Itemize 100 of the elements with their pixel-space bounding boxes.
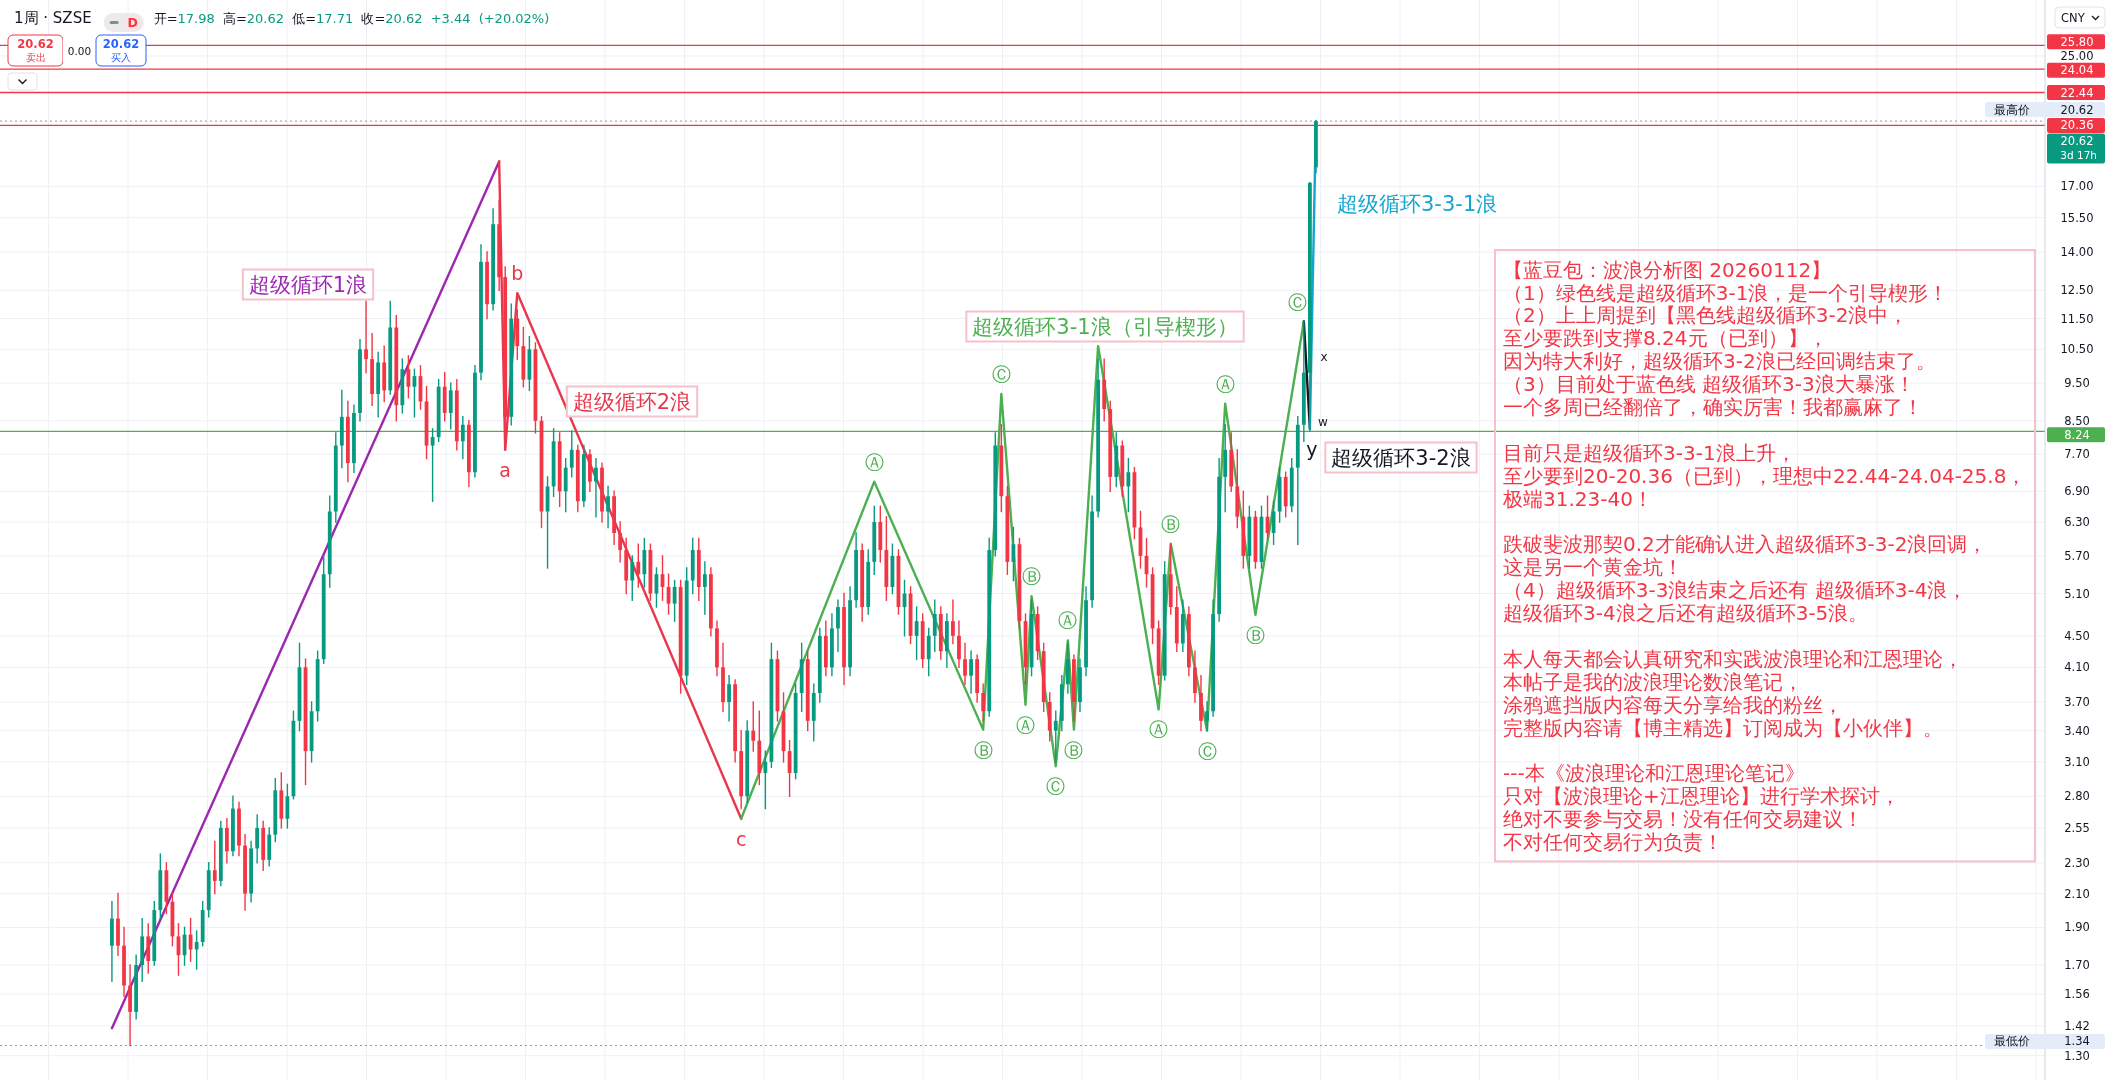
candlestick (932, 599, 937, 652)
text: 开=17.98 高=20.62 低=17.71 收=20.62 +3.44 (+20.02%) (153, 11, 550, 26)
annotation: ---本《波浪理论和江恩理论笔记》 (1503, 761, 1805, 786)
candlestick (1126, 457, 1131, 513)
candlestick (569, 430, 574, 478)
data-label: Ⓑ (1064, 738, 1084, 761)
y-tick-label: 1.90 (2064, 920, 2090, 935)
annotation: 完整版内容请【博主精选】订阅成为【小伙伴】。 (1503, 715, 1943, 740)
y-tick-label: 1.30 (2064, 1048, 2090, 1063)
text: 20.62 3d 17h (2056, 134, 2098, 161)
ref-line-label: 25.80 (2060, 34, 2094, 49)
y-tick-label: 6.90 (2064, 484, 2090, 499)
y-tick-label: 2.80 (2064, 789, 2090, 804)
ref-line-label: 8.24 (2064, 427, 2090, 442)
annotation: （2）上上周提到【黑色线超级循环3-2浪中， (1503, 303, 1909, 328)
y-tick-label: 3.70 (2064, 695, 2090, 710)
data-label: Ⓑ (973, 738, 993, 761)
annotation: 不对任何交易行为负责！ (1503, 830, 1723, 855)
candlestick (957, 620, 961, 669)
annotation: 超级循环3-4浪之后还有超级循环3-5浪。 (1503, 601, 1869, 626)
data-label: Ⓐ (1058, 609, 1078, 632)
line-series (497, 160, 743, 820)
ref-line-label: 24.04 (2060, 63, 2094, 78)
annotation: w (1318, 415, 1329, 429)
data-label: Ⓑ (1161, 512, 1181, 535)
candlestick (636, 543, 641, 588)
y-tick-label: 4.50 (2064, 628, 2090, 643)
data-label: Ⓐ (1016, 713, 1036, 736)
candlestick (364, 300, 368, 374)
annotation: x (1320, 350, 1328, 364)
candlestick (594, 457, 598, 518)
candlestick (914, 606, 919, 660)
text: 1周 · SZSE (14, 9, 92, 27)
data-label: Ⓒ (1046, 775, 1066, 798)
candlestick (460, 416, 465, 460)
data-label: Ⓐ (1215, 372, 1235, 395)
candlestick (926, 627, 931, 677)
y-tick-label: 2.30 (2064, 855, 2090, 870)
candlestick (1053, 710, 1058, 763)
candlestick (763, 750, 768, 810)
text: 最高价 20.62 (1994, 102, 2094, 117)
candlestick (702, 561, 707, 615)
candlestick (448, 382, 453, 430)
annotation: 一个多周已经翻倍了，确实厉害！我都赢麻了！ (1503, 395, 1923, 420)
data-label: Ⓐ (1149, 718, 1169, 741)
candlestick (212, 840, 217, 895)
annotation: 目前只是超级循环3-3-1浪上升， (1503, 440, 1796, 465)
text: 超级循环1浪 (248, 272, 368, 297)
y-tick-label: 5.10 (2064, 586, 2090, 601)
candlestick (836, 599, 840, 652)
annotation: 这是另一个黄金坑！ (1503, 555, 1683, 580)
annotation: （3）目前处于蓝色线 超级循环3-3浪大暴涨！ (1503, 372, 1915, 397)
data-label: Ⓑ (1022, 565, 1042, 588)
annotation: 20.62 卖出 (17, 37, 54, 63)
y-tick-label: 15.50 (2060, 210, 2094, 225)
candlestick (618, 521, 623, 563)
y-tick-label: 6.30 (2064, 515, 2090, 530)
text: 最低价 1.34 (1994, 1034, 2090, 1049)
ref-line-label: 20.36 (2060, 118, 2094, 133)
y-tick-label: 10.50 (2060, 342, 2094, 357)
annotation: 20.62 买入 (102, 37, 140, 63)
annotation: 【蓝豆包：波浪分析图 20260112】 (1503, 257, 1832, 282)
data-label: y (1306, 437, 1318, 460)
candlestick (406, 355, 411, 399)
candlestick (751, 701, 756, 752)
data-label: Ⓒ (991, 363, 1011, 386)
y-tick-label: 25.00 (2060, 48, 2094, 63)
annotation: 涂鸦遮挡版内容每天分享给我的粉丝， (1503, 692, 1843, 717)
annotation: 本帖子是我的波浪理论数浪笔记， (1503, 669, 1803, 694)
y-tick-label: 7.70 (2064, 447, 2090, 462)
annotation: 至少要到20-20.36（已到），理想中22.44-24.04-25.8， (1503, 463, 2027, 488)
candlestick (606, 485, 610, 529)
candlestick (285, 783, 290, 829)
annotation: 至少要跌到支撑8.24元（已到）】， (1503, 326, 1828, 351)
candlestick (951, 599, 955, 645)
data-label: a (499, 458, 512, 481)
candlestick (563, 457, 568, 513)
series-label: 超级循环3-2浪 (1331, 445, 1471, 470)
y-tick-label: 3.40 (2064, 723, 2090, 738)
annotation: D (127, 15, 138, 30)
data-label: Ⓑ (1245, 623, 1265, 646)
data-label: Ⓐ (864, 450, 884, 473)
y-tick-label: 14.00 (2060, 245, 2094, 260)
annotation: 极端31.23-40！ (1502, 486, 1653, 511)
candlestick (224, 818, 229, 864)
y-tick-label: 9.50 (2064, 376, 2090, 391)
candlestick (672, 579, 677, 622)
y-tick-label: 17.00 (2060, 179, 2094, 194)
y-tick-label: 12.50 (2060, 283, 2094, 298)
candlestick (969, 650, 973, 694)
y-tick-label: 5.70 (2064, 548, 2090, 563)
y-tick-label: 11.50 (2060, 311, 2094, 326)
y-tick-label: 1.42 (2064, 1018, 2090, 1033)
series-label: 超级循环3-3-1浪 (1337, 191, 1498, 216)
annotation: （1）绿色线是超级循环3-1浪，是一个引导楔形！ (1503, 280, 1949, 305)
candlestick (630, 555, 635, 601)
y-tick-label: 1.56 (2064, 987, 2090, 1002)
annotation: 本人每天都会认真研究和实践波浪理论和江恩理论， (1503, 646, 1963, 671)
candlestick (1205, 701, 1209, 732)
y-tick-label: 3.10 (2064, 754, 2090, 769)
